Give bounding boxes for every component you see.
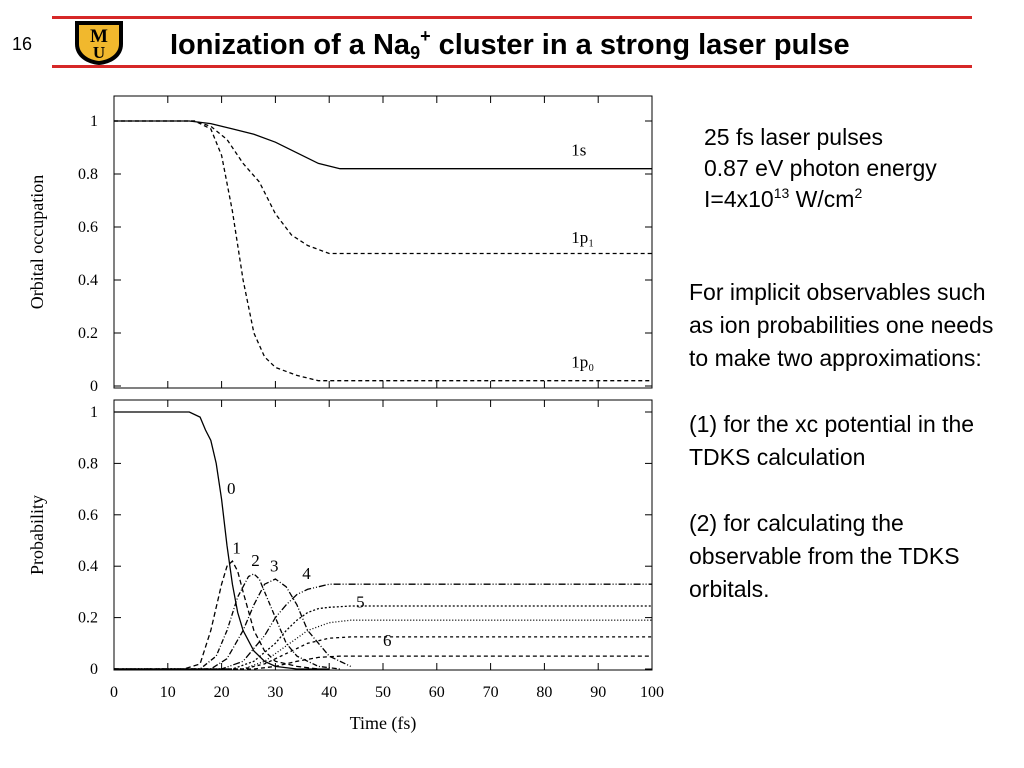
bottom-y-tick-label: 0 [90, 661, 98, 678]
bottom-series-6 [114, 636, 652, 670]
bottom-series-label-4: 4 [302, 564, 311, 583]
bottom-series-1 [114, 560, 319, 670]
param-pulse-duration: 25 fs laser pulses [704, 124, 883, 150]
x-tick-label: 20 [214, 684, 230, 701]
bottom-y-axis-title: Probability [27, 495, 47, 575]
title-subscript: 9 [410, 43, 421, 63]
bottom-series-7 [114, 655, 652, 670]
x-tick-label: 50 [375, 684, 391, 701]
body-paragraph-approx-2: (2) for calculating the observable from … [689, 510, 960, 602]
x-axis-title: Time (fs) [350, 713, 417, 734]
bottom-y-tick-label: 1 [90, 404, 98, 421]
x-tick-label: 30 [267, 684, 283, 701]
chart-panel-orbital-occupation: 0 0.2 0.4 0.6 0.8 1 Orbital occupation 1s 1p₁ 1p₀ [27, 95, 653, 395]
x-tick-label: 100 [640, 684, 664, 701]
header-top-rule [52, 16, 972, 19]
intensity-value: I=4x10 [704, 186, 774, 212]
title-rest: cluster in a strong laser pulse [430, 29, 850, 61]
top-y-axis-title: Orbital occupation [27, 175, 47, 309]
bottom-series-label-2: 2 [251, 551, 260, 570]
bottom-y-tick-label: 0.2 [78, 610, 98, 627]
top-series-label-1p0: 1p₀ [571, 352, 594, 371]
bottom-series-label-3: 3 [270, 556, 279, 575]
bottom-series-4 [114, 583, 652, 670]
bottom-series-label-1: 1 [232, 538, 241, 557]
bottom-plot-frame [113, 399, 653, 671]
x-tick-label: 90 [590, 684, 606, 701]
logo-letter-u: U [93, 43, 105, 62]
body-paragraph-intro: For implicit observables such as ion pro… [689, 279, 994, 371]
intensity-exponent: 13 [773, 185, 790, 201]
top-y-tick-label: 0 [90, 378, 98, 395]
bottom-series-0 [114, 411, 330, 670]
intensity-unit: W/cm [789, 186, 855, 212]
bottom-series-2 [114, 573, 341, 670]
x-tick-label: 70 [483, 684, 499, 701]
university-logo: M U [75, 21, 123, 65]
bottom-series-label-5: 5 [356, 592, 365, 611]
bottom-series-label-0: 0 [227, 479, 236, 498]
bottom-series-5 [114, 605, 652, 670]
x-tick-label: 40 [321, 684, 337, 701]
title-superscript: + [420, 26, 431, 46]
top-y-tick-label: 0.8 [78, 166, 98, 183]
laser-parameters: 25 fs laser pulses 0.87 eV photon energy… [704, 122, 937, 215]
logo-letter-m: M [90, 26, 108, 47]
param-intensity: I=4x1013 W/cm2 [704, 184, 937, 215]
top-y-tick-label: 0.2 [78, 325, 98, 342]
x-tick-label: 60 [429, 684, 445, 701]
slide-number: 16 [12, 34, 33, 54]
bottom-y-tick-label: 0.8 [78, 455, 98, 472]
chart-figure: 0 0.2 0.4 0.6 0.8 1 Orbital occupation 1s 1p₁ 1p₀… [27, 95, 664, 734]
x-tick-label: 10 [160, 684, 176, 701]
bottom-series-label-6: 6 [383, 631, 392, 650]
top-series-1p0 [114, 120, 652, 382]
top-y-tick-label: 0.4 [78, 272, 98, 289]
x-tick-label: 0 [110, 684, 118, 701]
top-y-tick-label: 0.6 [78, 219, 98, 236]
param-photon-energy: 0.87 eV photon energy [704, 155, 937, 181]
top-y-tick-label: 1 [90, 113, 98, 130]
title-main: Ionization of a Na [170, 29, 411, 61]
header-bottom-rule [52, 65, 972, 68]
bottom-y-tick-label: 0.6 [78, 507, 98, 524]
top-series-1p1 [114, 120, 652, 255]
chart-panel-probability: 00.20.40.60.810 10 20 30 40 50 60 70 80 90 100Prob… [27, 399, 664, 734]
top-series-label-1p1: 1p₁ [571, 228, 594, 247]
intensity-unit-exponent: 2 [854, 185, 863, 201]
slide-title: Ionization of a Na9+ cluster in a strong… [170, 26, 850, 64]
top-series-label-1s: 1s [571, 140, 586, 159]
body-paragraph-approx-1: (1) for the xc potential in the TDKS cal… [689, 411, 975, 470]
bottom-y-tick-label: 0.4 [78, 558, 98, 575]
logo-shield-inner [79, 25, 119, 61]
bottom-series-3 [114, 578, 351, 670]
x-tick-label: 80 [536, 684, 552, 701]
body-text: For implicit observables such as ion pro… [689, 276, 999, 639]
